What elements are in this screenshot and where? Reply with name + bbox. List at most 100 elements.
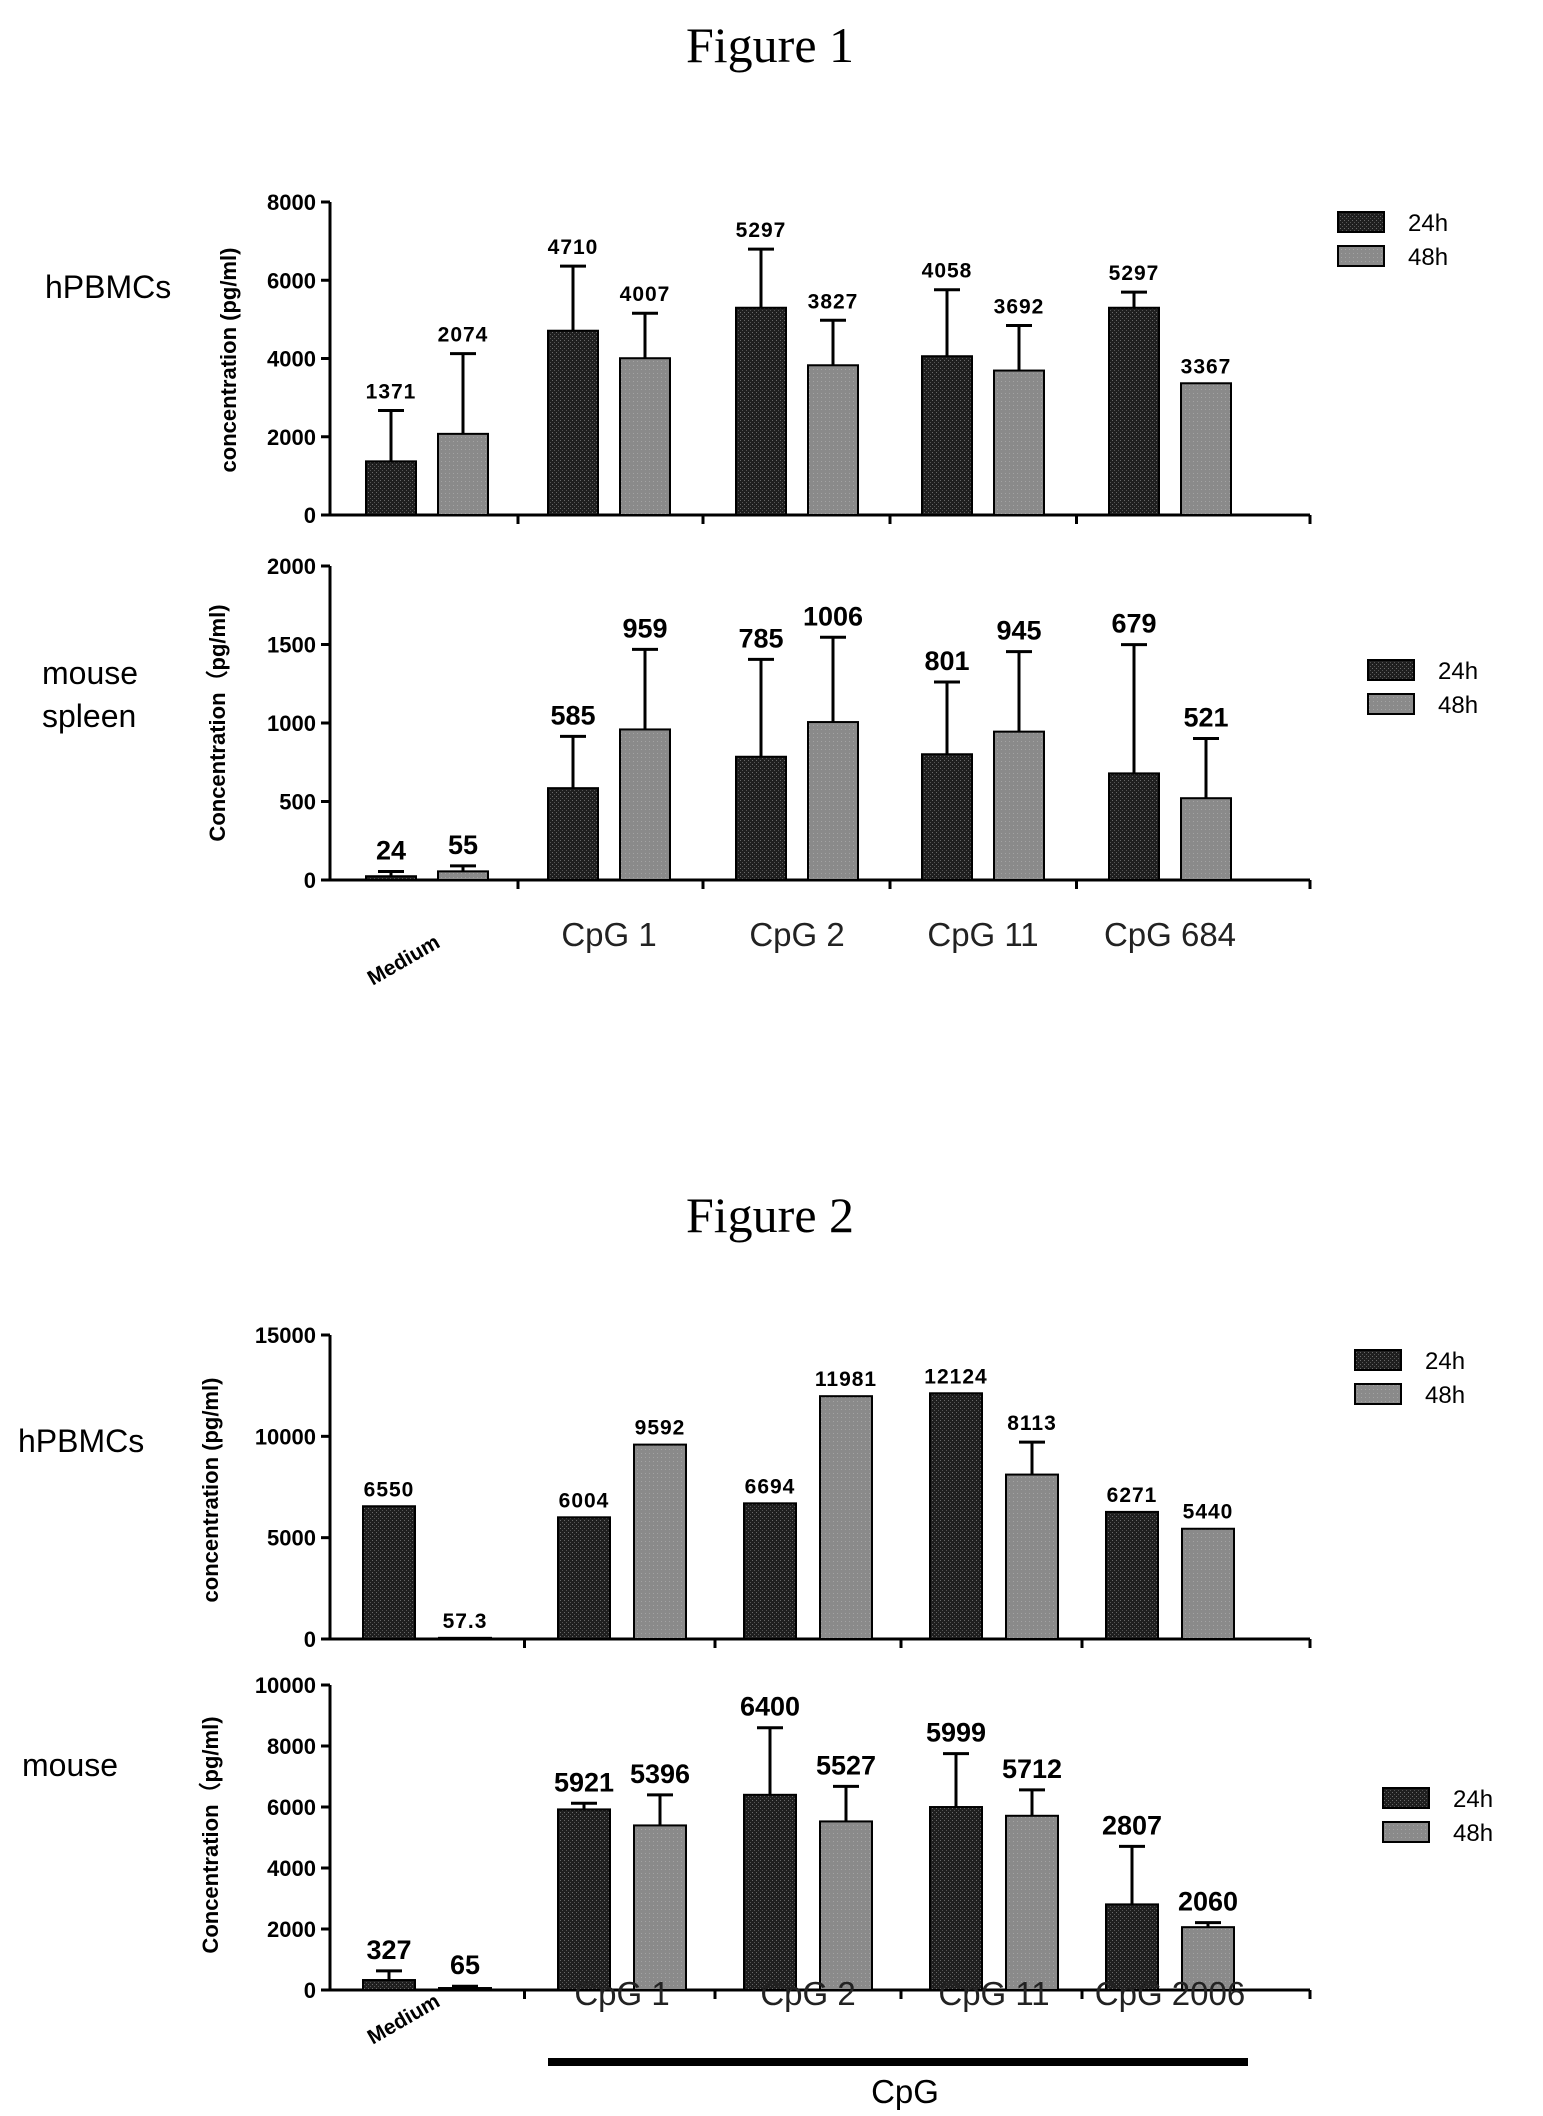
data-label: 12124 xyxy=(924,1365,987,1388)
bar-48h-medium xyxy=(438,1636,492,1641)
panel-label-line: spleen xyxy=(42,698,136,734)
bar-24h-cpg-2 xyxy=(735,306,787,517)
bar-48h-cpg-2 xyxy=(807,364,859,516)
legend-swatch-24h xyxy=(1354,1349,1402,1371)
category-label: CpG 2 xyxy=(749,916,844,953)
legend-label-48h: 48h xyxy=(1425,1382,1465,1409)
y-tick-label: 15000 xyxy=(255,1323,316,1348)
legend-label-48h: 48h xyxy=(1453,1820,1493,1847)
data-label: 5297 xyxy=(1109,262,1160,285)
bar-24h-cpg-684 xyxy=(1108,306,1160,517)
category-label: CpG 11 xyxy=(927,916,1038,953)
data-label: 6271 xyxy=(1107,1484,1158,1507)
bar-48h-cpg-684 xyxy=(1180,382,1232,516)
panel-label-line: hPBMCs xyxy=(45,269,171,305)
bar-48h-cpg-11 xyxy=(1005,1814,1059,1992)
data-label: 5921 xyxy=(554,1767,614,1797)
legend-swatch-24h xyxy=(1382,1787,1430,1809)
data-label: 5712 xyxy=(1002,1754,1062,1784)
bar-48h-cpg-11 xyxy=(1005,1473,1059,1640)
data-label: 679 xyxy=(1111,609,1156,639)
panel-label-line: mouse xyxy=(42,655,138,691)
data-label: 5440 xyxy=(1183,1501,1234,1524)
data-label: 1371 xyxy=(366,380,417,403)
y-tick-label: 2000 xyxy=(267,425,316,450)
category-label: Medium xyxy=(364,931,444,991)
legend-swatch-48h xyxy=(1354,1383,1402,1405)
bar-24h-cpg-1 xyxy=(557,1516,611,1641)
y-tick-label: 4000 xyxy=(267,347,316,372)
bar-48h-cpg-1 xyxy=(619,357,671,517)
bar-24h-medium xyxy=(362,1505,416,1640)
data-label: 585 xyxy=(550,700,595,730)
charts-container: hPBMCs concentration (pg/ml) 0 2000 4000 6000… xyxy=(18,190,1493,2110)
legend-label-24h: 24h xyxy=(1453,1786,1493,1813)
category-label: CpG 1 xyxy=(574,1975,669,2012)
legend-label-48h: 48h xyxy=(1408,244,1448,271)
y-tick-label: 6000 xyxy=(267,1795,316,1820)
bar-48h-medium xyxy=(437,870,489,881)
data-label: 5297 xyxy=(736,219,787,242)
data-label: 55 xyxy=(448,830,478,860)
y-tick-label: 8000 xyxy=(267,190,316,215)
bar-48h-cpg-1 xyxy=(633,1824,687,1991)
data-label: 6694 xyxy=(745,1475,796,1498)
data-label: 3827 xyxy=(808,290,859,313)
category-label: CpG 684 xyxy=(1104,916,1236,953)
data-label: 57.3 xyxy=(443,1610,488,1633)
category-label: CpG 2006 xyxy=(1095,1975,1245,2012)
panel-label-line: mouse xyxy=(22,1747,118,1783)
data-label: 2074 xyxy=(438,324,489,347)
bar-24h-medium xyxy=(365,875,417,881)
data-label: 6004 xyxy=(559,1489,610,1512)
y-tick-label: 0 xyxy=(304,1627,316,1652)
group-label: CpG xyxy=(871,2073,939,2110)
data-label: 24 xyxy=(376,836,406,866)
data-label: 65 xyxy=(450,1950,480,1980)
category-label: CpG 1 xyxy=(561,916,656,953)
bar-24h-cpg-2 xyxy=(743,1502,797,1641)
bar-24h-cpg-1 xyxy=(547,329,599,516)
bar-48h-medium xyxy=(437,432,489,516)
chart-panel-2: mouse spleen Concentration（pg/ml) 0 500 1000 1… xyxy=(42,554,1478,990)
legend-swatch-48h xyxy=(1382,1821,1430,1843)
bar-24h-medium xyxy=(362,1979,416,1991)
data-label: 327 xyxy=(366,1935,411,1965)
bar-48h-cpg-1 xyxy=(633,1443,687,1641)
y-axis-label: concentration (pg/ml) xyxy=(216,248,241,473)
category-label: CpG 2 xyxy=(760,1975,855,2012)
data-label: 785 xyxy=(738,623,783,653)
chart-panel-1: hPBMCs concentration (pg/ml) 0 2000 4000 6000… xyxy=(45,190,1448,528)
data-label: 11981 xyxy=(815,1368,877,1391)
figure-2-title: Figure 2 xyxy=(686,1187,854,1243)
y-tick-label: 2000 xyxy=(267,1917,316,1942)
y-tick-label: 1500 xyxy=(267,633,316,658)
data-label: 2807 xyxy=(1102,1810,1162,1840)
group-underline xyxy=(548,2058,1248,2066)
data-label: 2060 xyxy=(1178,1887,1238,1917)
y-tick-label: 0 xyxy=(304,503,316,528)
data-label: 4007 xyxy=(620,283,671,306)
bar-24h-cpg-11 xyxy=(921,753,973,881)
category-label: CpG 11 xyxy=(938,1975,1049,2012)
y-tick-label: 5000 xyxy=(267,1526,316,1551)
legend-swatch-48h xyxy=(1367,693,1415,715)
bar-24h-cpg-11 xyxy=(929,1806,983,1992)
legend-swatch-48h xyxy=(1337,245,1385,267)
legend-swatch-24h xyxy=(1337,211,1385,233)
bar-48h-cpg-2006 xyxy=(1181,1926,1235,1992)
bar-24h-cpg-2006 xyxy=(1105,1510,1159,1640)
legend-label-24h: 24h xyxy=(1438,658,1478,685)
bar-24h-cpg-1 xyxy=(557,1808,611,1992)
data-label: 3692 xyxy=(994,296,1045,319)
legend-label-24h: 24h xyxy=(1425,1348,1465,1375)
bar-48h-cpg-1 xyxy=(619,728,671,882)
data-label: 6550 xyxy=(364,1478,415,1501)
bar-24h-cpg-11 xyxy=(921,355,973,516)
data-label: 5999 xyxy=(926,1718,986,1748)
y-tick-label: 0 xyxy=(304,1978,316,2003)
data-label: 5527 xyxy=(816,1750,876,1780)
category-label: Medium xyxy=(364,1990,444,2050)
figure-1-title: Figure 1 xyxy=(686,17,854,73)
